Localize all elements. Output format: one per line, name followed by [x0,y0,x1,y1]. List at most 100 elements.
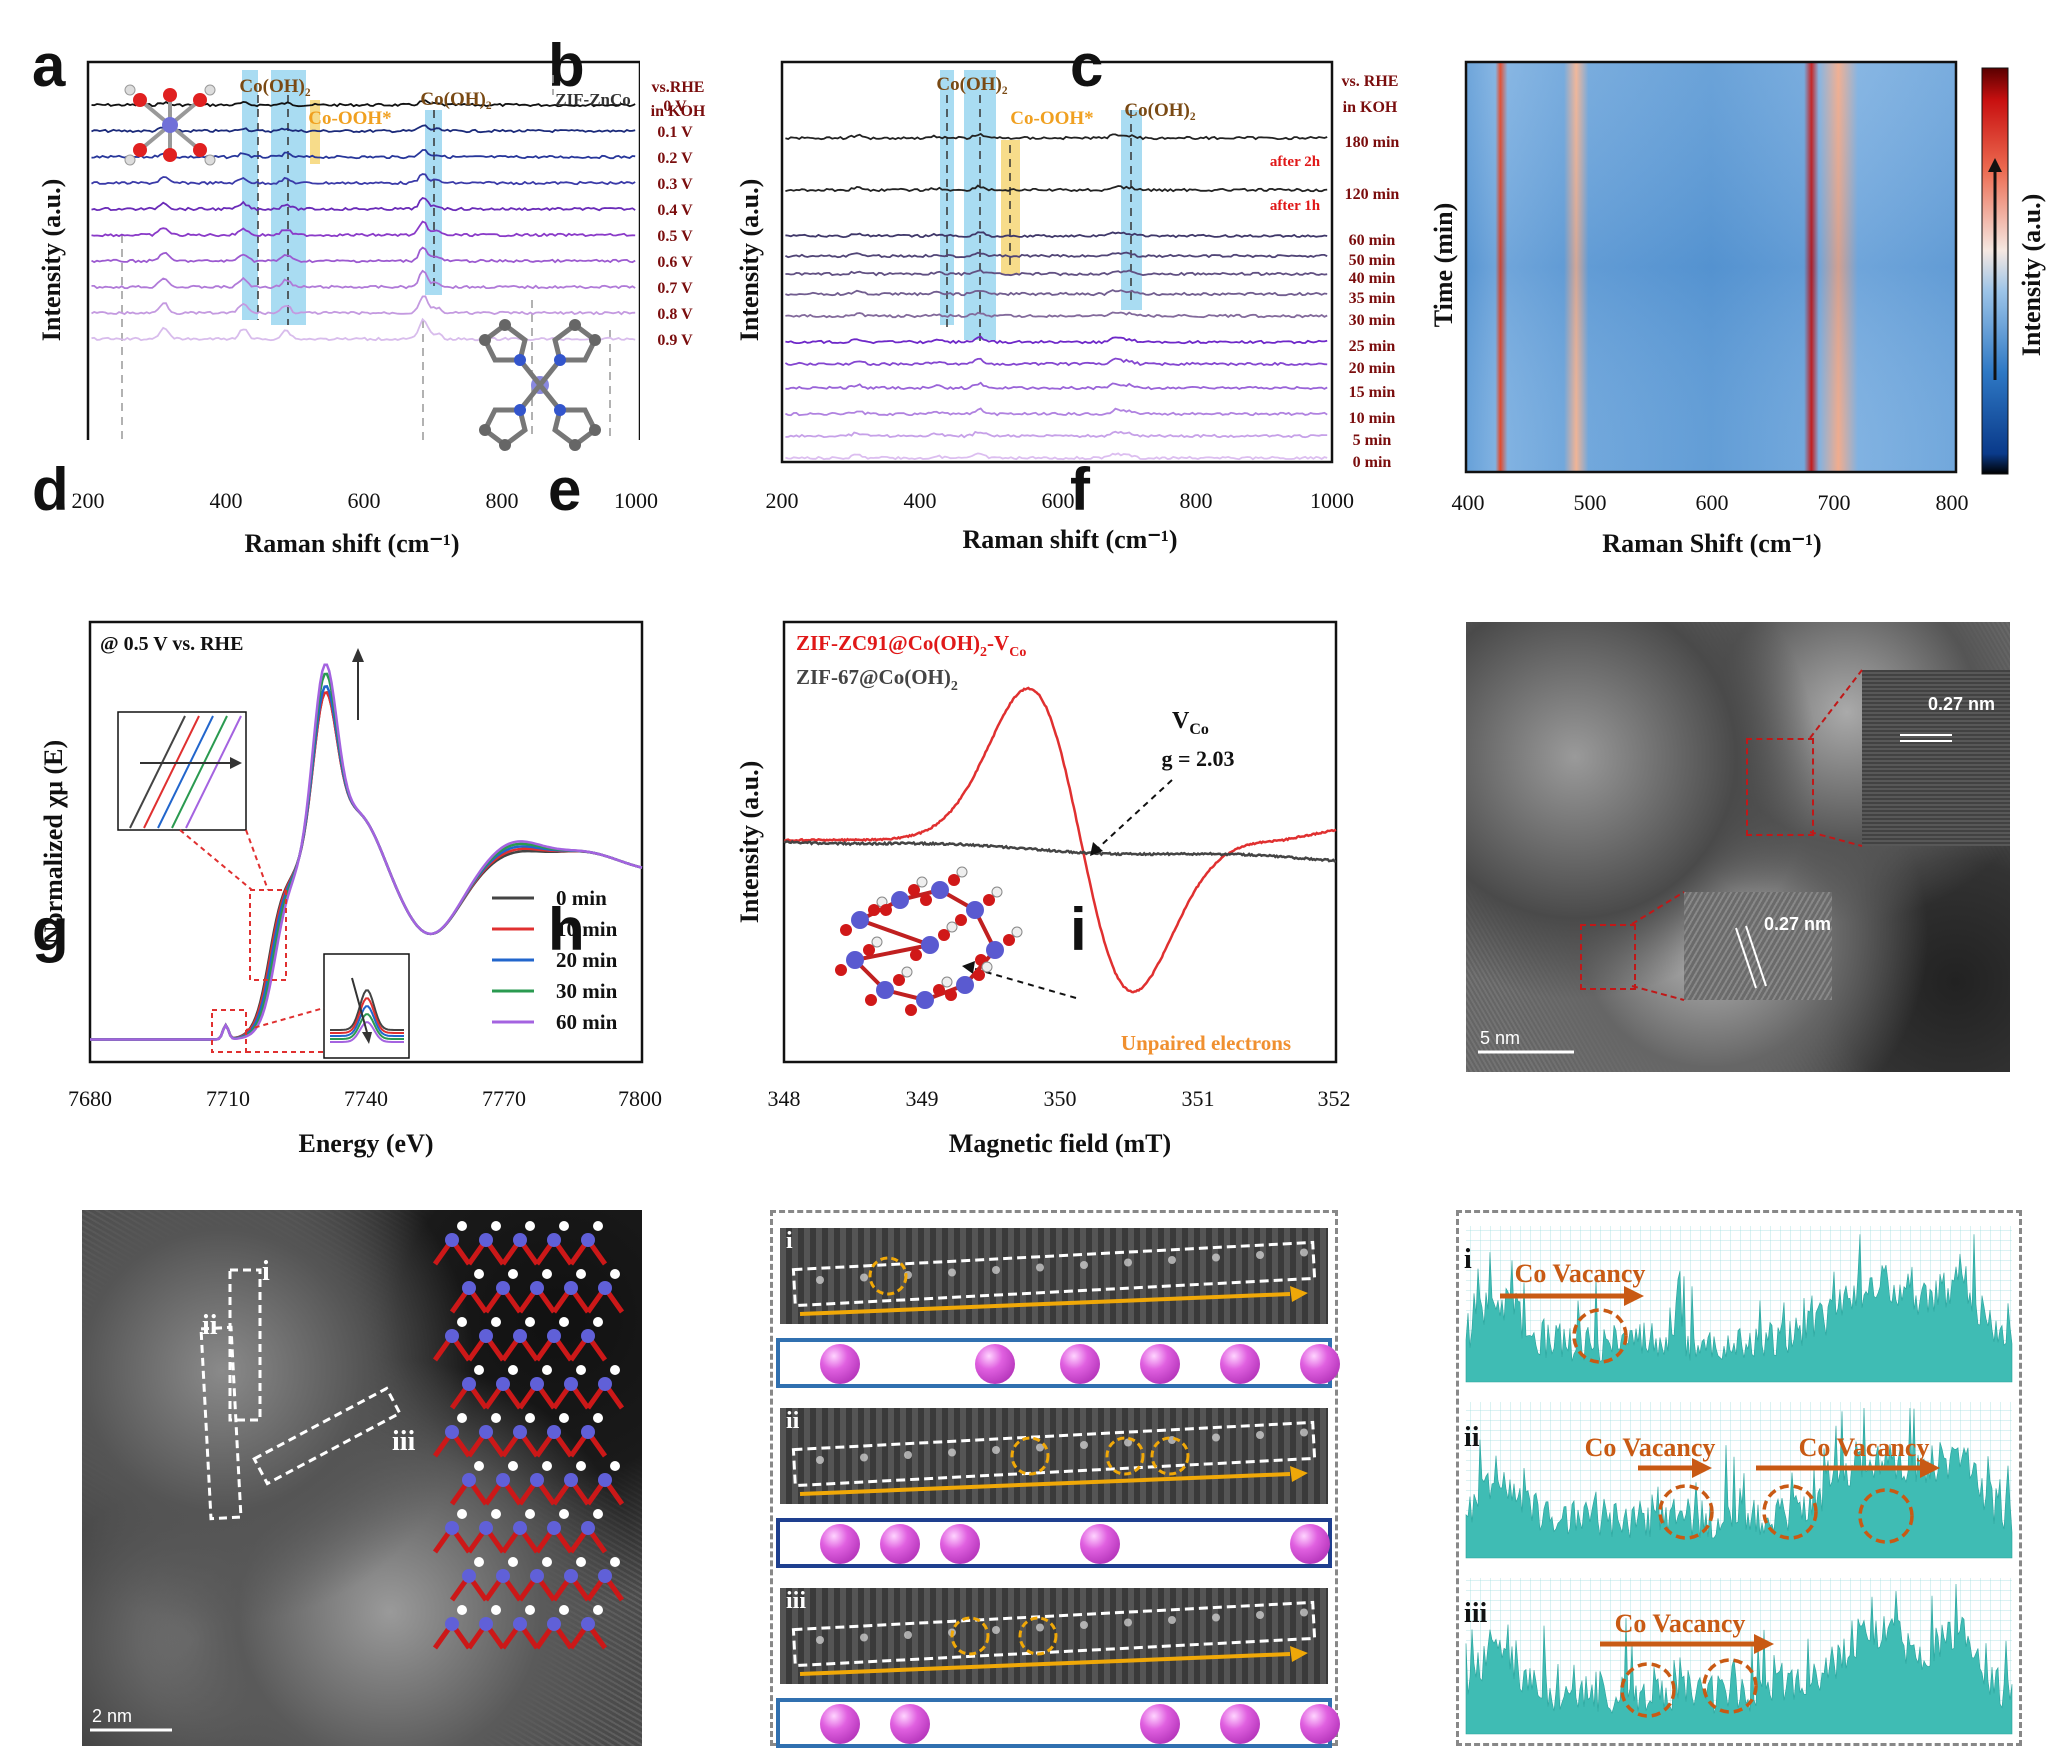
atom-schematic [776,1338,1340,1388]
raman-trace [785,407,1328,417]
lattice-spacing: 0.27 nm [1928,694,1996,714]
x-tick: 7800 [618,1086,662,1111]
co-atom [1220,1344,1260,1384]
zoom-region [211,1009,247,1053]
x-tick: 600 [1696,490,1729,515]
vacancy-label: VCo [1172,708,1209,738]
x-tick: 500 [1574,490,1607,515]
co-atom [1300,1344,1340,1384]
panel-letter-c: c [1070,32,1104,99]
y-axis-label: Normalized χμ (E) [39,740,68,944]
raman-trace [784,251,1328,259]
raman-trace [785,231,1328,239]
raman-trace [91,317,636,342]
atom-schematic [776,1518,1332,1568]
axes-frame [1464,60,1958,474]
peak-band [242,70,258,320]
raman-trace [785,430,1328,439]
region-label: i [262,1256,270,1287]
lattice-spacing: 0.27 nm [1764,914,1832,934]
peak-band [310,100,320,164]
legend-entry: 20 min [556,948,618,972]
trace-group [784,132,1328,461]
x-tick: 352 [1318,1086,1351,1111]
strip-label: ii [786,1408,800,1434]
raman-trace [785,335,1328,345]
x-axis-label: Raman Shift (cm⁻¹) [1602,529,1821,558]
strip-label: iii [786,1588,807,1614]
spectrum-curves [90,663,643,1041]
xanes-curve [90,663,643,1041]
panel-letter-a: a [32,32,66,99]
callout-arrow [971,967,1077,999]
line-profile-region [252,1386,402,1486]
g-value: g = 2.03 [1161,746,1234,771]
raman-trace [91,295,636,316]
co-atom [1140,1344,1180,1384]
x-tick: 7680 [68,1086,112,1111]
legend-entry: 10 min [556,917,618,941]
x-axis-label: Energy (eV) [298,1129,433,1158]
panel-b-chart [780,60,1334,464]
stem-image-g: i ii iii 2 nm [82,1210,642,1746]
line-profile-region [228,1268,262,1422]
co-atom [1220,1704,1260,1744]
raman-trace [785,269,1328,277]
co-atom [940,1524,980,1564]
x-tick: 7740 [344,1086,388,1111]
y-axis-label: Intensity (a.u.) [735,761,764,924]
scale-label: 2 nm [92,1706,133,1726]
strip-label: i [786,1228,793,1254]
crystal-lattice-overlay [432,1221,625,1650]
stem-strip: iii [780,1588,1328,1684]
epr-curve-vacancy [783,686,1337,994]
region-label: ii [202,1310,218,1341]
x-tick: 7770 [482,1086,526,1111]
raman-trace [91,246,636,264]
co-atom [820,1344,860,1384]
x-tick: 348 [768,1086,801,1111]
legend-entry: 0 min [556,886,607,910]
panel-e-chart: ZIF-ZC91@Co(OH)2-VCo ZIF-67@Co(OH)2 VCo … [735,620,1351,1158]
zoom-inset [1684,892,1832,1000]
zoom-inset [1862,670,2010,846]
co-atom [1080,1524,1120,1564]
raman-trace [785,381,1328,391]
callout-arrow [1095,779,1173,851]
colorbar-label: Intensity (a.u.) [2017,194,2046,357]
co-atom [1140,1704,1180,1744]
co-atom [975,1344,1015,1384]
unpaired-electrons-label: Unpaired electrons [1121,1031,1291,1055]
zoom-region [1580,924,1636,990]
x-axis-label: Magnetic field (mT) [949,1129,1171,1158]
raman-trace [785,289,1328,297]
legend-vacancy: ZIF-ZC91@Co(OH)2-VCo [796,631,1026,660]
panel-letter-i: i [1070,896,1087,963]
raman-trace [785,184,1328,193]
raman-trace [91,173,636,186]
x-tick: 700 [1818,490,1851,515]
panel-letter-f: f [1070,456,1090,523]
raman-trace [784,357,1328,367]
stem-strip: ii [780,1408,1328,1504]
axes-frame [88,620,644,1064]
hydroxide-cluster-icon [835,866,1023,1016]
region-label: iii [392,1426,416,1457]
legend-entry: 30 min [556,979,618,1003]
x-tick: 350 [1044,1086,1077,1111]
panel-letter-e: e [548,456,582,523]
x-tick: 7710 [206,1086,250,1111]
axes-frame [86,60,640,440]
co-atom [1300,1704,1340,1744]
panel-letter-d: d [32,456,69,523]
trace-group [91,99,636,342]
raman-trace [91,196,636,212]
co-atom [1060,1344,1100,1384]
y-axis-label: Time (min) [1429,203,1458,327]
co-atom [880,1524,920,1564]
co-atom [820,1524,860,1564]
co-atom [1290,1524,1330,1564]
stem-strip: i [780,1228,1328,1324]
panel-c-heatmap: Time (min) Intensity (a.u.) Raman Shift … [1429,60,2046,558]
raman-trace [785,452,1328,461]
